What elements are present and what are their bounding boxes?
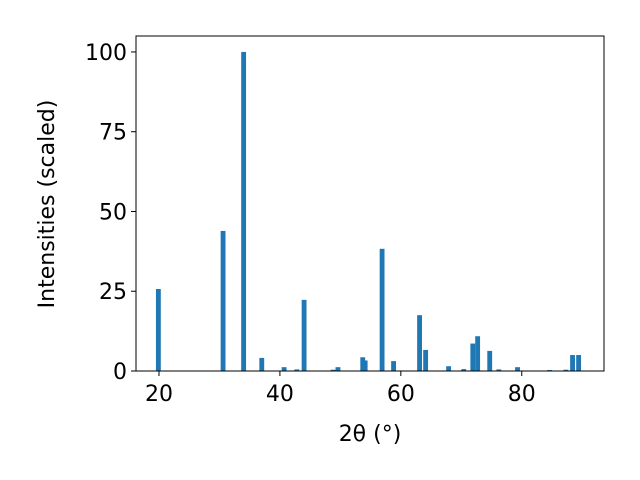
bar	[496, 369, 502, 371]
bar	[379, 248, 385, 371]
bar	[570, 355, 575, 371]
y-tick-label: 25	[99, 280, 127, 305]
bar	[294, 369, 300, 371]
bar	[155, 289, 161, 371]
bar	[335, 367, 341, 371]
y-tick-label: 50	[99, 200, 127, 225]
bar	[423, 349, 429, 371]
bar	[259, 357, 265, 371]
bar	[515, 367, 520, 371]
x-tick-label: 40	[266, 382, 294, 407]
x-axis-label: 2θ (°)	[339, 422, 402, 447]
y-tick-label: 100	[85, 41, 127, 66]
y-tick-label: 0	[113, 360, 127, 385]
bar	[487, 350, 493, 371]
bar	[576, 355, 582, 371]
x-tick-label: 20	[145, 382, 173, 407]
bar	[281, 367, 287, 371]
bar	[330, 369, 336, 371]
bar	[470, 343, 476, 371]
y-axis-label: Intensities (scaled)	[35, 100, 60, 309]
x-tick-label: 80	[508, 382, 536, 407]
bar	[461, 369, 467, 371]
bar	[301, 299, 307, 371]
x-tick-label: 60	[387, 382, 415, 407]
bar	[446, 366, 452, 371]
plot-frame	[135, 35, 605, 372]
bar	[241, 51, 247, 371]
bar	[220, 230, 226, 371]
bar	[362, 360, 368, 371]
y-tick-label: 75	[99, 121, 127, 146]
bar	[417, 315, 422, 371]
bar	[475, 336, 481, 371]
bar	[391, 361, 396, 371]
bar	[563, 369, 569, 371]
